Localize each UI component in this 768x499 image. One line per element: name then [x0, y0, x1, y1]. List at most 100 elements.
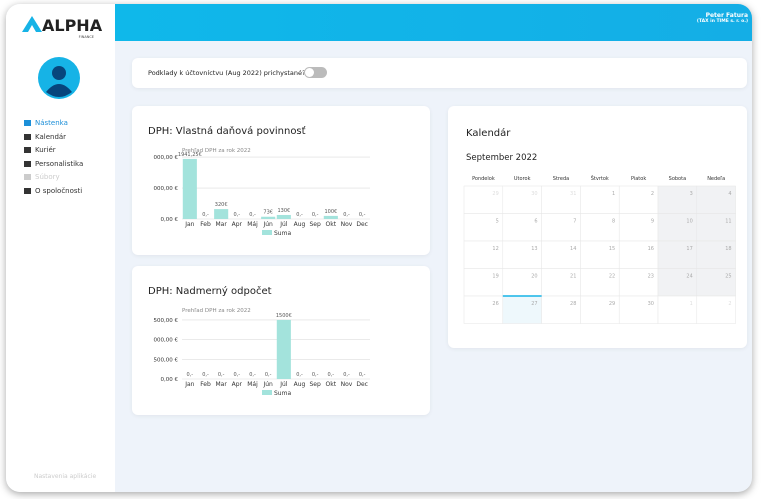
calendar: Kalendár September 2022 Pondelok Utorok Stre… — [463, 127, 736, 324]
day-cell — [502, 213, 542, 242]
toggle-knob — [305, 68, 314, 77]
weekday: Sobota — [669, 176, 687, 182]
data-label: 320€ — [215, 202, 228, 208]
x-tick-label: Okt — [326, 381, 337, 388]
weekday: Štvrtok — [591, 175, 609, 182]
y-tick-label: 0,00 € — [161, 217, 179, 223]
nav-item[interactable]: Nástenka — [24, 119, 68, 127]
day-number: 5 — [496, 219, 499, 225]
data-label: 73€ — [263, 210, 273, 216]
day-number: 7 — [573, 219, 576, 225]
toggle-switch[interactable] — [304, 67, 327, 78]
day-cell — [696, 295, 736, 324]
day-cell — [618, 240, 659, 269]
user-company: (TAX in TIME s. r. o.) — [696, 19, 748, 24]
day-cell — [580, 240, 620, 269]
data-label: 0,- — [312, 212, 319, 218]
calendar-title: Kalendár — [466, 127, 511, 139]
day-number: 28 — [570, 301, 576, 307]
day-number: 16 — [648, 246, 654, 252]
bar — [214, 209, 229, 219]
data-label: 0,- — [328, 372, 335, 378]
nav-icon — [24, 133, 31, 140]
day-number: 22 — [609, 274, 615, 280]
day-number: 8 — [612, 219, 615, 225]
data-label: 0,- — [234, 372, 241, 378]
day-cell — [618, 295, 659, 324]
data-label: 0,- — [202, 372, 209, 378]
x-tick-label: Nov — [341, 381, 353, 388]
legend-label: Suma — [274, 390, 291, 397]
day-number: 13 — [531, 246, 537, 252]
nav-label: Kuriér — [35, 146, 56, 154]
data-label: 0,- — [187, 372, 194, 378]
chart-subtitle: Prehľad DPH za rok 2022 — [182, 308, 251, 314]
day-number: 4 — [728, 191, 731, 197]
data-label: 0,- — [249, 372, 256, 378]
day-cell — [502, 240, 542, 269]
x-tick-label: Mar — [216, 221, 228, 228]
app: ALPHA FINANCE Nástenka Kalendár Kuriér Pers… — [6, 4, 752, 492]
x-tick-label: Jan — [184, 221, 194, 228]
nav-icon — [24, 187, 31, 194]
x-tick-label: Aug — [294, 221, 306, 228]
nav-item[interactable]: O spoločnosti — [24, 187, 82, 195]
y-tick-label: 500,00 € — [154, 318, 179, 324]
data-label: 0,- — [249, 212, 256, 218]
bar — [276, 214, 291, 219]
day-number: 6 — [534, 219, 537, 225]
weekday: Piatok — [631, 176, 646, 182]
day-number: 12 — [492, 246, 498, 252]
user-name: Peter Fatura — [705, 12, 748, 19]
data-label: 0,- — [296, 212, 303, 218]
settings-link[interactable]: Nastavenia aplikácie — [34, 473, 97, 480]
day-number: 23 — [648, 274, 654, 280]
nav-label: Nástenka — [35, 119, 68, 127]
nav-label: Personalistika — [35, 159, 84, 168]
y-tick-label: 000,00 € — [154, 155, 179, 161]
data-label: 0,- — [296, 372, 303, 378]
day-cell — [696, 268, 736, 297]
day-number: 30 — [531, 191, 537, 197]
toggle-label: Podklady k účtovníctvu (Aug 2022) prichy… — [148, 69, 306, 77]
day-number: 20 — [531, 274, 537, 280]
sidebar: ALPHA FINANCE Nástenka Kalendár Kuriér Pers… — [6, 4, 115, 492]
day-number: 1 — [690, 301, 693, 307]
data-label: 0,- — [234, 212, 241, 218]
nav-icon — [24, 174, 31, 180]
data-label: 0,- — [265, 372, 272, 378]
x-tick-label: Sep — [310, 221, 322, 228]
day-cell — [696, 213, 736, 242]
x-tick-label: Feb — [200, 381, 211, 388]
day-cell — [657, 213, 698, 242]
nav-item[interactable]: Kuriér — [24, 146, 56, 154]
day-number: 18 — [725, 246, 731, 252]
toggle-card: Podklady k účtovníctvu (Aug 2022) prichy… — [132, 58, 747, 88]
chart: DPH: Vlastná daňová povinnosť Prehľad DPH… — [148, 125, 370, 237]
legend-swatch — [262, 390, 272, 395]
x-tick-label: Feb — [200, 221, 211, 228]
day-number: 11 — [725, 219, 731, 225]
day-number: 21 — [570, 274, 576, 280]
x-tick-label: Jún — [262, 221, 273, 228]
day-number: 3 — [690, 191, 693, 197]
data-label: 0,- — [359, 372, 366, 378]
nav-item[interactable]: Personalistika — [24, 160, 83, 168]
day-cell — [657, 240, 698, 269]
data-label: 0,- — [218, 372, 225, 378]
day-number: 15 — [609, 246, 615, 252]
day-number: 9 — [651, 219, 654, 225]
data-label: 1500€ — [276, 313, 292, 319]
data-label: 130€ — [277, 208, 290, 214]
calendar-month: September 2022 — [466, 153, 537, 163]
day-number: 2 — [728, 301, 731, 307]
day-cell — [696, 185, 736, 214]
x-tick-label: Jan — [184, 381, 194, 388]
nav-item[interactable]: Kalendár — [24, 133, 66, 141]
nav-item[interactable]: Súbory — [24, 173, 60, 181]
data-label: 100€ — [324, 209, 337, 215]
brand-sub: FINANCE — [79, 35, 94, 39]
day-number: 10 — [686, 219, 692, 225]
x-tick-label: Sep — [310, 381, 322, 388]
